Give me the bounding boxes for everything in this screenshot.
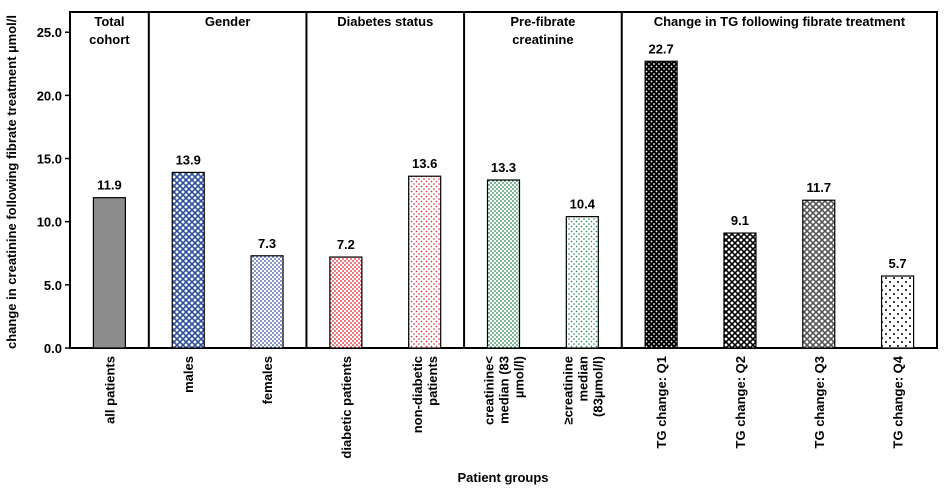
x-tick-label-line: diabetic patients — [339, 356, 354, 459]
x-tick-label: females — [260, 356, 275, 404]
x-tick-label: TG change: Q3 — [812, 356, 827, 448]
value-label: 10.4 — [570, 197, 596, 212]
bar — [880, 275, 915, 349]
bar — [723, 232, 757, 349]
x-tick-label-line: non-diabetic — [410, 356, 425, 433]
bar — [250, 255, 284, 349]
value-label: 13.6 — [412, 156, 437, 171]
x-tick-label-line: µmol/l) — [512, 356, 527, 398]
value-label: 11.7 — [806, 180, 831, 195]
value-label: 5.7 — [889, 256, 907, 271]
x-tick-label-line: TG change: Q3 — [812, 356, 827, 448]
x-tick-label: creatinine<median (83µmol/l) — [482, 356, 527, 425]
y-tick-label: 0.0 — [44, 341, 62, 356]
x-tick-label: all patients — [102, 356, 117, 424]
value-label: 7.3 — [258, 236, 276, 251]
group-title: creatinine — [512, 32, 573, 47]
bar — [171, 171, 205, 349]
x-tick-label-line: (83µmol/l) — [590, 356, 605, 417]
bar — [802, 199, 836, 349]
value-label: 13.3 — [491, 160, 516, 175]
y-tick-label: 5.0 — [44, 278, 62, 293]
group-title: Total — [94, 14, 124, 29]
x-tick-label: non-diabeticpatients — [410, 356, 440, 433]
y-tick-label: 25.0 — [37, 25, 62, 40]
value-label: 9.1 — [731, 213, 749, 228]
x-tick-label: males — [181, 356, 196, 393]
x-tick-label: TG change: Q4 — [891, 355, 906, 448]
bar — [329, 256, 363, 349]
x-tick-label: TG change: Q1 — [654, 356, 669, 448]
bar — [92, 197, 127, 349]
x-tick-label-line: females — [260, 356, 275, 404]
group-title: Gender — [205, 14, 251, 29]
y-tick-label: 10.0 — [37, 215, 62, 230]
group-title: Pre-fibrate — [510, 14, 575, 29]
group-title: Diabetes status — [337, 14, 433, 29]
x-tick-label: ≥creatininemedian(83µmol/l) — [560, 356, 605, 425]
x-tick-label: TG change: Q2 — [733, 356, 748, 448]
x-tick-label-line: all patients — [102, 356, 117, 424]
x-tick-label-line: TG change: Q2 — [733, 356, 748, 448]
y-axis-label: change in creatinine following fibrate t… — [4, 15, 19, 349]
group-title: Change in TG following fibrate treatment — [654, 14, 906, 29]
x-tick-label-line: creatinine< — [482, 356, 497, 425]
y-tick-label: 15.0 — [37, 152, 62, 167]
x-tick-label-line: males — [181, 356, 196, 393]
group-title: cohort — [89, 32, 130, 47]
value-label: 7.2 — [337, 237, 355, 252]
value-label: 13.9 — [176, 152, 201, 167]
x-tick-label-line: ≥creatinine — [560, 356, 575, 425]
value-label: 22.7 — [648, 41, 673, 56]
x-tick-label-line: patients — [425, 356, 440, 406]
bar — [644, 60, 678, 349]
x-tick-label: diabetic patients — [339, 356, 354, 459]
x-tick-label-line: TG change: Q1 — [654, 356, 669, 448]
bar — [565, 216, 599, 349]
value-label: 11.9 — [97, 178, 122, 193]
x-tick-label-line: median (83 — [497, 356, 512, 424]
x-tick-label-line: median — [575, 356, 590, 402]
x-axis-label: Patient groups — [457, 470, 548, 485]
bar — [486, 179, 521, 349]
bar — [408, 175, 442, 349]
x-tick-label-line: TG change: Q4 — [891, 355, 906, 448]
y-tick-label: 20.0 — [37, 88, 62, 103]
